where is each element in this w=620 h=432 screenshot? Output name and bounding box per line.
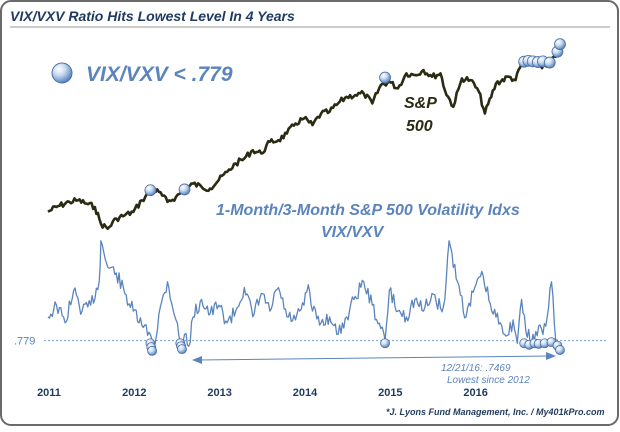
spx-signal-marker-10 xyxy=(554,38,566,51)
annotation-line2: Lowest since 2012 xyxy=(447,375,530,386)
chart-title: VIX/VXV Ratio Hits Lowest Level In 4 Yea… xyxy=(10,8,295,24)
x-axis-ticks: 2011 2012 2013 2014 2015 2016 xyxy=(37,387,488,399)
ratio-label-line1: 1-Month/3-Month S&P 500 Volatility Idxs xyxy=(216,202,520,219)
x-tick-label-3: 2014 xyxy=(293,387,318,399)
ratio-signal-marker-14 xyxy=(555,345,565,355)
x-tick-label-2: 2013 xyxy=(207,387,231,399)
spx-label-line1: S&P xyxy=(404,95,437,112)
credit-text: *J. Lyons Fund Management, Inc. / My401k… xyxy=(386,407,605,417)
spx-label-line2: 500 xyxy=(406,118,433,135)
annotation-arrowhead-left xyxy=(192,356,202,364)
annotation-line1: 12/21/16: .7469 xyxy=(441,363,511,374)
spx-line xyxy=(47,44,562,230)
spx-signal-marker-0 xyxy=(144,184,157,197)
spx-signal-marker-8 xyxy=(543,56,556,69)
ratio-signal-marker-5 xyxy=(177,344,187,355)
legend-marker-label: VIX/VXV < .779 xyxy=(86,63,233,86)
spx-signal-marker-2 xyxy=(379,71,391,84)
ratio-signal-marker-2 xyxy=(147,345,158,356)
x-tick-label-4: 2015 xyxy=(378,387,402,399)
x-tick-label-0: 2011 xyxy=(37,387,61,399)
x-tick-label-5: 2016 xyxy=(463,387,487,399)
annotation-arrowhead-right xyxy=(546,352,556,360)
ratio-signal-marker-6 xyxy=(380,338,390,349)
x-tick-label-1: 2012 xyxy=(122,387,146,399)
ratio-signal-markers xyxy=(145,337,565,356)
threshold-label: .779 xyxy=(14,336,35,348)
ratio-label-line2: VIX/VXV xyxy=(321,224,385,241)
vix-vxv-line xyxy=(47,240,561,351)
legend-marker xyxy=(51,62,73,84)
spx-signal-marker-1 xyxy=(178,183,191,196)
spx-signal-markers xyxy=(144,38,566,197)
annotation-arrow xyxy=(197,355,551,361)
